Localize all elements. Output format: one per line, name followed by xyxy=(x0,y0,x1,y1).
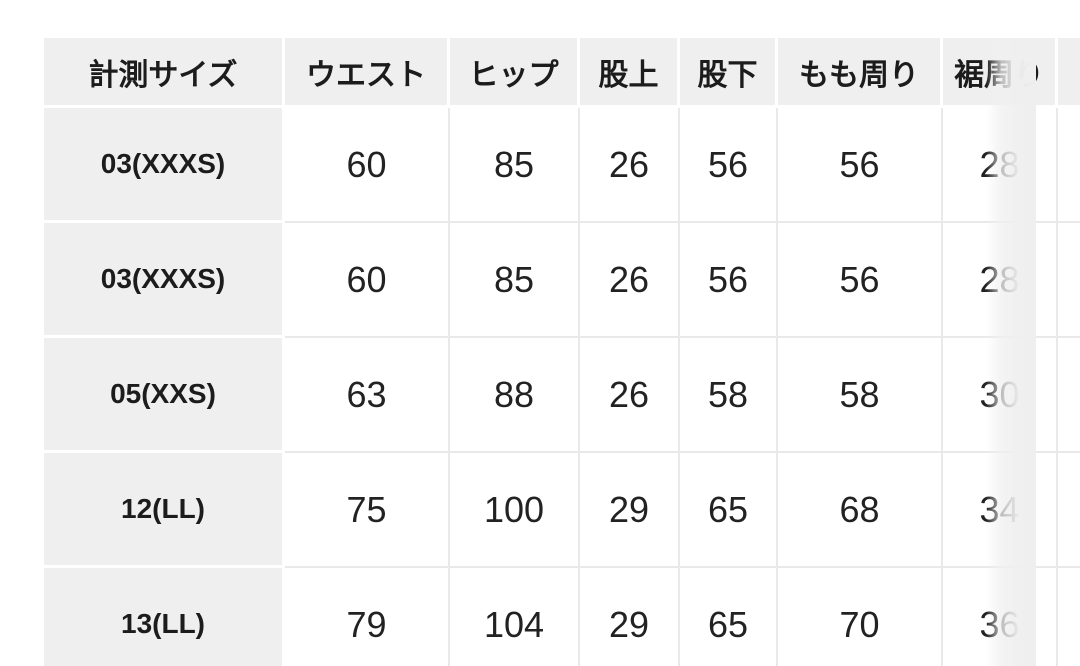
measurement-cell: 75 xyxy=(285,453,450,568)
size-label-cell: 03(XXXS) xyxy=(44,223,285,338)
table-row: 03(XXXS) 60 85 26 56 56 28 xyxy=(44,223,1080,338)
measurement-cell: 29 xyxy=(580,453,680,568)
measurement-cell: 68 xyxy=(778,453,943,568)
measurement-cell: 60 xyxy=(285,223,450,338)
column-header-size: 計測サイズ xyxy=(44,38,285,108)
measurement-cell-overflow xyxy=(1058,453,1080,568)
measurement-cell: 60 xyxy=(285,108,450,223)
measurement-cell: 36 xyxy=(943,568,1058,666)
column-header-waist: ウエスト xyxy=(285,38,450,108)
measurement-cell: 58 xyxy=(778,338,943,453)
size-label-cell: 12(LL) xyxy=(44,453,285,568)
size-spec-table: 計測サイズ ウエスト ヒップ 股上 股下 もも周り 裾周り 03(XXXS) 6… xyxy=(44,38,1080,666)
column-header-thigh: もも周り xyxy=(778,38,943,108)
column-header-hip: ヒップ xyxy=(450,38,580,108)
column-header-overflow xyxy=(1058,38,1080,108)
measurement-cell-overflow xyxy=(1058,568,1080,666)
measurement-cell: 56 xyxy=(778,108,943,223)
measurement-cell: 29 xyxy=(580,568,680,666)
size-label-cell: 03(XXXS) xyxy=(44,108,285,223)
measurement-cell-overflow xyxy=(1058,108,1080,223)
measurement-cell: 65 xyxy=(680,568,778,666)
header-row: 計測サイズ ウエスト ヒップ 股上 股下 もも周り 裾周り xyxy=(44,38,1080,108)
measurement-cell: 58 xyxy=(680,338,778,453)
size-label-cell: 13(LL) xyxy=(44,568,285,666)
measurement-cell: 56 xyxy=(778,223,943,338)
measurement-cell: 104 xyxy=(450,568,580,666)
measurement-cell: 30 xyxy=(943,338,1058,453)
size-label-cell: 05(XXS) xyxy=(44,338,285,453)
measurement-cell-overflow xyxy=(1058,338,1080,453)
table-row: 05(XXS) 63 88 26 58 58 30 xyxy=(44,338,1080,453)
column-header-rise: 股上 xyxy=(580,38,680,108)
measurement-cell: 56 xyxy=(680,108,778,223)
size-table-scroll-container[interactable]: 計測サイズ ウエスト ヒップ 股上 股下 もも周り 裾周り 03(XXXS) 6… xyxy=(44,38,1080,666)
table-row: 03(XXXS) 60 85 26 56 56 28 xyxy=(44,108,1080,223)
measurement-cell: 65 xyxy=(680,453,778,568)
measurement-cell: 70 xyxy=(778,568,943,666)
measurement-cell: 34 xyxy=(943,453,1058,568)
measurement-cell: 88 xyxy=(450,338,580,453)
measurement-cell: 26 xyxy=(580,338,680,453)
measurement-cell: 28 xyxy=(943,223,1058,338)
measurement-cell: 100 xyxy=(450,453,580,568)
column-header-inseam: 股下 xyxy=(680,38,778,108)
measurement-cell: 85 xyxy=(450,223,580,338)
measurement-cell: 26 xyxy=(580,108,680,223)
measurement-cell: 28 xyxy=(943,108,1058,223)
measurement-cell: 79 xyxy=(285,568,450,666)
measurement-cell: 26 xyxy=(580,223,680,338)
measurement-cell-overflow xyxy=(1058,223,1080,338)
column-header-hem: 裾周り xyxy=(943,38,1058,108)
measurement-cell: 56 xyxy=(680,223,778,338)
table-row: 13(LL) 79 104 29 65 70 36 xyxy=(44,568,1080,666)
table-row: 12(LL) 75 100 29 65 68 34 xyxy=(44,453,1080,568)
measurement-cell: 85 xyxy=(450,108,580,223)
measurement-cell: 63 xyxy=(285,338,450,453)
